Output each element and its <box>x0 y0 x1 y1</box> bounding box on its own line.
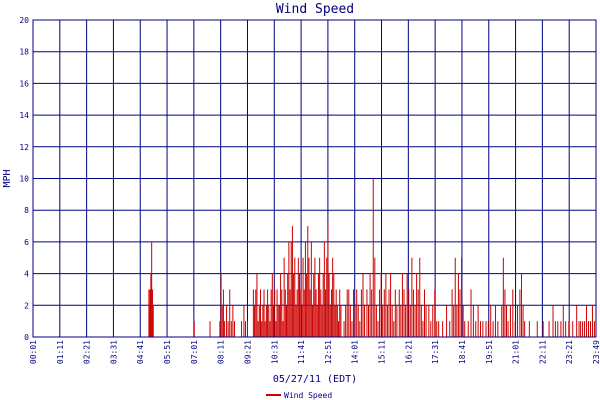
y-tick-label: 4 <box>24 270 29 279</box>
x-tick-label: 23:21 <box>565 340 574 364</box>
x-tick-label: 22:11 <box>538 340 547 364</box>
x-tick-label: 08:11 <box>217 340 226 364</box>
y-tick-label: 20 <box>19 16 29 25</box>
y-tick-label: 8 <box>24 206 29 215</box>
x-tick-label: 09:21 <box>243 340 252 364</box>
x-axis-label: 05/27/11 (EDT) <box>273 374 357 385</box>
x-tick-label: 01:11 <box>56 340 65 364</box>
y-axis-label: MPH <box>2 169 13 187</box>
y-tick-label: 10 <box>19 175 29 184</box>
x-tick-label: 11:41 <box>297 340 306 364</box>
y-tick-label: 12 <box>19 143 29 152</box>
x-tick-label: 23:49 <box>592 340 600 364</box>
x-tick-label: 21:01 <box>512 340 521 364</box>
y-tick-label: 16 <box>19 79 29 88</box>
x-tick-label: 03:31 <box>109 340 118 364</box>
legend-label: Wind Speed <box>284 391 332 400</box>
x-tick-label: 10:31 <box>270 340 279 364</box>
x-tick-label: 19:51 <box>485 340 494 364</box>
x-tick-label: 02:21 <box>83 340 92 364</box>
y-tick-label: 14 <box>19 111 29 120</box>
y-tick-label: 6 <box>24 238 29 247</box>
y-axis-ticks: 0 2 4 6 8 10 12 14 16 18 20 <box>19 16 29 342</box>
x-tick-label: 17:31 <box>431 340 440 364</box>
x-tick-label: 07:01 <box>190 340 199 364</box>
x-tick-label: 15:11 <box>378 340 387 364</box>
x-tick-label: 05:51 <box>163 340 172 364</box>
x-tick-label: 18:41 <box>458 340 467 364</box>
y-tick-label: 18 <box>19 48 29 57</box>
x-tick-label: 04:41 <box>136 340 145 364</box>
legend: Wind Speed <box>266 391 332 400</box>
x-tick-label: 16:21 <box>404 340 413 364</box>
x-axis-ticks: 00:01 01:11 02:21 03:31 04:41 05:51 07:01 08:11… <box>29 340 600 364</box>
x-tick-label: 14:01 <box>351 340 360 364</box>
wind-speed-series <box>148 178 595 337</box>
y-tick-label: 2 <box>24 301 29 310</box>
y-tick-label: 0 <box>24 333 29 342</box>
plot-frame <box>32 19 597 338</box>
chart-title: Wind Speed <box>276 2 354 17</box>
x-tick-label: 00:01 <box>29 340 38 364</box>
x-tick-label: 12:51 <box>324 340 333 364</box>
